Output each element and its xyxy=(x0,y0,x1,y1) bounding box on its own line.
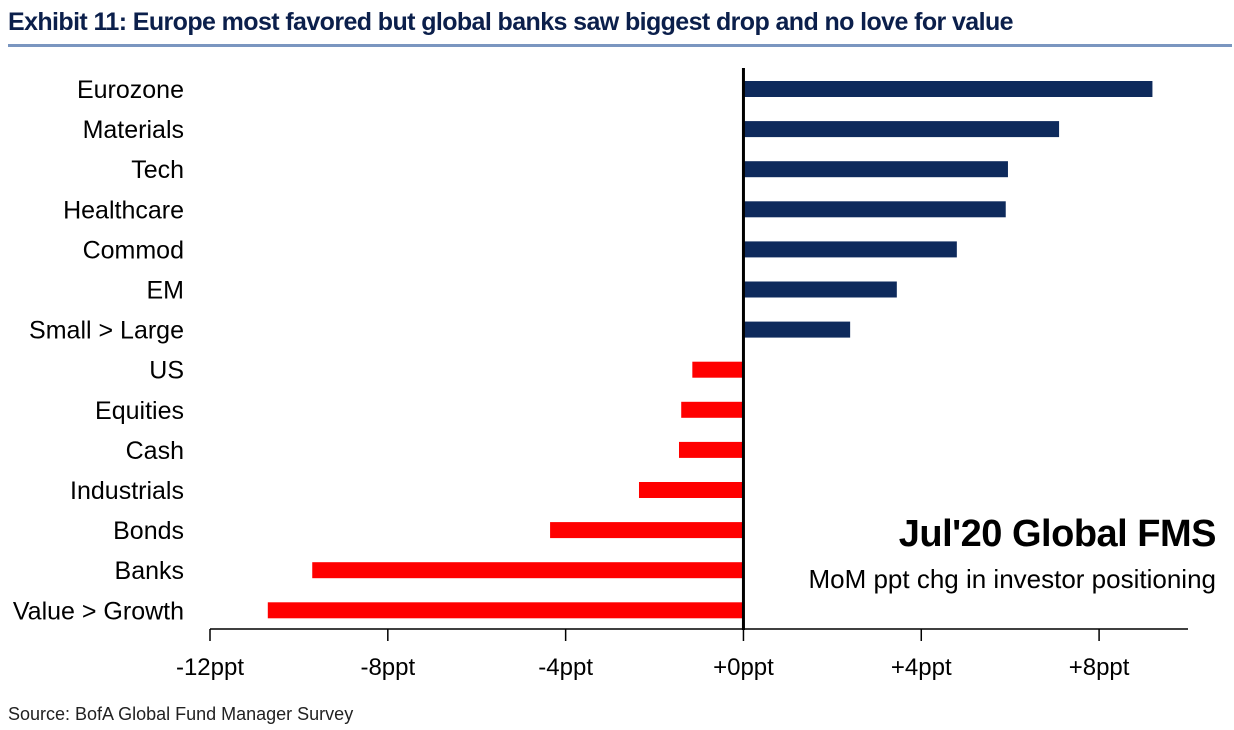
bar-commod xyxy=(743,241,957,258)
category-labels: Eurozone Materials Tech Healthcare Commod EM S… xyxy=(13,76,184,625)
bar-materials xyxy=(743,121,1060,138)
exhibit-title: Exhibit 11: Europe most favored but glob… xyxy=(8,8,1014,36)
x-tick-label: -12ppt xyxy=(176,654,244,681)
x-tick-label: +4ppt xyxy=(891,654,952,681)
category-label: Small > Large xyxy=(29,317,184,345)
category-label: Materials xyxy=(83,116,184,144)
x-ticks: -12ppt -8ppt -4ppt +0ppt +4ppt +8ppt xyxy=(176,629,1130,681)
bar-tech xyxy=(743,161,1008,178)
bar-bonds xyxy=(550,522,744,539)
category-label: Banks xyxy=(115,557,184,585)
annotation-subtitle: MoM ppt chg in investor positioning xyxy=(808,564,1216,594)
category-label: Value > Growth xyxy=(13,597,184,625)
x-tick-label: -4ppt xyxy=(538,654,593,681)
category-label: Healthcare xyxy=(63,196,184,224)
category-label: Eurozone xyxy=(77,76,184,104)
category-label: Bonds xyxy=(113,517,184,545)
x-tick-label: +0ppt xyxy=(713,654,774,681)
bars-group xyxy=(267,81,1153,619)
bar-cash xyxy=(678,441,744,458)
bar-value-growth xyxy=(267,602,744,619)
category-label: Commod xyxy=(83,236,184,264)
bar-small-large xyxy=(743,321,851,338)
x-tick-label: +8ppt xyxy=(1069,654,1130,681)
category-label: EM xyxy=(147,277,185,305)
annotation-title: Jul'20 Global FMS xyxy=(899,513,1216,555)
source-note: Source: BofA Global Fund Manager Survey xyxy=(8,704,354,724)
bar-banks xyxy=(312,562,744,579)
category-label: Cash xyxy=(126,437,184,465)
bar-chart: Eurozone Materials Tech Healthcare Commod EM S… xyxy=(13,68,1217,681)
bar-em xyxy=(743,281,897,298)
x-tick-label: -8ppt xyxy=(360,654,415,681)
bar-eurozone xyxy=(743,81,1153,97)
category-label: Industrials xyxy=(70,477,184,505)
bar-equities xyxy=(681,401,744,418)
category-label: US xyxy=(149,357,184,385)
category-label: Tech xyxy=(131,156,184,184)
bar-industrials xyxy=(638,482,744,498)
title-rule xyxy=(8,44,1232,47)
bar-healthcare xyxy=(743,201,1006,218)
category-label: Equities xyxy=(95,397,184,425)
bar-us xyxy=(692,361,744,378)
